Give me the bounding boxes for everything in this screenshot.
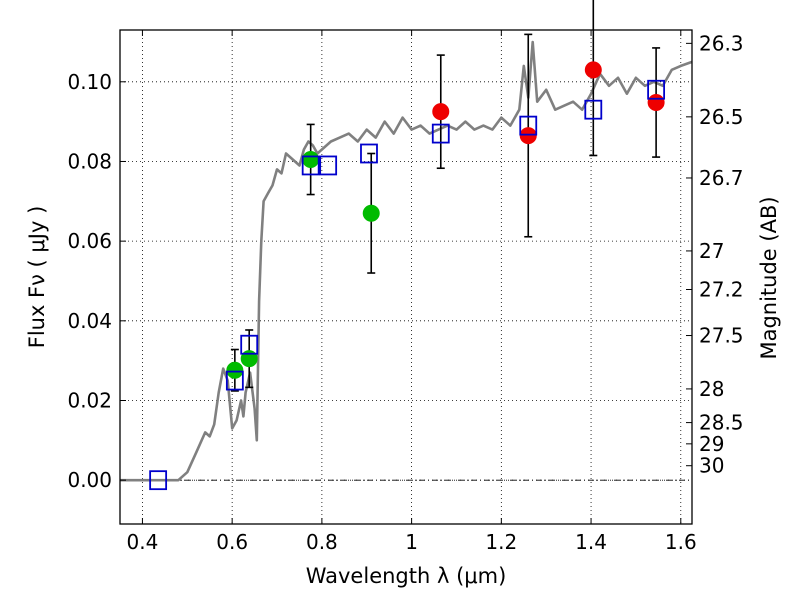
mag-tick-label: 30: [699, 454, 724, 478]
x-tick-label: 0.4: [127, 530, 159, 554]
data-point-series-1: [584, 61, 602, 79]
x-tick-label: 1.2: [485, 530, 517, 554]
model-photometry-square: [360, 143, 378, 164]
mag-tick-label: 27: [699, 239, 724, 263]
y2-axis-label: Magnitude (AB): [757, 196, 781, 359]
y-tick-labels: 0.00 0.02 0.04 0.06 0.08 0.10: [67, 70, 112, 492]
mag-tick-label: 28.5: [699, 411, 744, 435]
mag-tick-label: 28: [699, 377, 724, 401]
x-tick-label: 1.4: [575, 530, 607, 554]
x-axis-label: Wavelength λ (μm): [306, 564, 507, 588]
model-photometry-square: [519, 115, 538, 136]
model-photometry: [149, 79, 666, 491]
data-point-series-0: [302, 150, 320, 168]
error-bars: [230, 0, 661, 392]
mag-tick-label: 27.5: [699, 324, 744, 348]
axis-ticks: [120, 30, 692, 524]
mag-tick-label: 26.7: [699, 166, 744, 190]
model-photometry-square: [301, 155, 320, 176]
y-tick-label: 0.02: [67, 389, 112, 413]
grid: [120, 30, 692, 524]
x-tick-labels: 0.4 0.6 0.8 1 1.2 1.4 1.6: [127, 530, 697, 554]
model-photometry-square: [240, 334, 259, 355]
mag-tick-label: 26.3: [699, 31, 744, 55]
data-point-series-1: [647, 94, 665, 112]
data-point-series-0: [226, 361, 244, 379]
x-tick-label: 1.6: [665, 530, 697, 554]
model-photometry-square: [225, 370, 244, 391]
model-photometry-square: [647, 79, 666, 100]
plot-frame: [119, 29, 693, 525]
mag-tick-label: 26.5: [699, 105, 744, 129]
y-tick-label: 0.06: [67, 229, 112, 253]
y-tick-label: 0.00: [67, 468, 112, 492]
model-photometry-square: [149, 470, 168, 491]
data-point-series-1: [432, 103, 450, 121]
y-tick-label: 0.04: [67, 309, 112, 333]
model-spectrum: [120, 40, 693, 482]
mag-tick-label: 29: [699, 432, 724, 456]
model-photometry-square: [319, 155, 338, 176]
model-photometry-square: [584, 99, 603, 120]
y-tick-label: 0.10: [67, 70, 112, 94]
data-points: [226, 61, 665, 379]
model-spectrum-line: [120, 40, 693, 482]
data-point-series-0: [362, 204, 380, 222]
model-photometry-square: [431, 123, 450, 144]
y-tick-label: 0.08: [67, 149, 112, 173]
x-tick-label: 0.8: [306, 530, 338, 554]
data-point-series-1: [519, 127, 537, 145]
x-tick-label: 1: [405, 530, 418, 554]
mag-tick-label: 27.2: [699, 277, 744, 301]
x-tick-label: 0.6: [216, 530, 248, 554]
y-axis-label: Flux Fν ( μJy ): [25, 206, 49, 349]
data-point-series-0: [240, 350, 258, 368]
